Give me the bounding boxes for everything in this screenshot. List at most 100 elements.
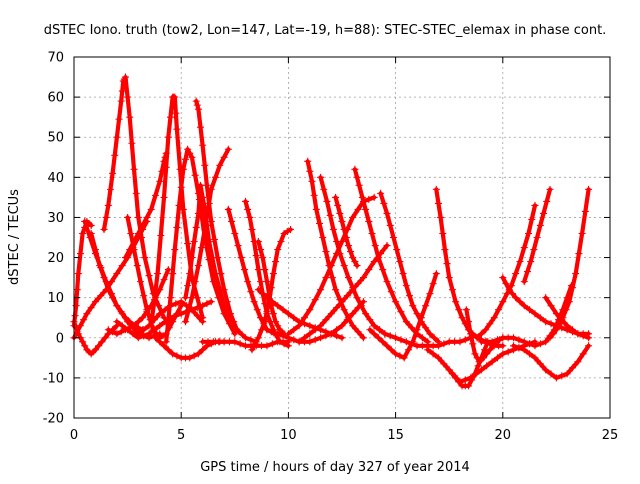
data-point [169,318,177,326]
data-point [355,181,363,189]
data-point [368,229,376,237]
data-point [531,354,539,362]
x-tick-label: 10 [280,428,297,443]
data-point [320,185,328,193]
data-point [322,248,330,256]
data-point [199,346,207,354]
data-point [429,280,437,288]
plot-frame [73,56,611,419]
data-point [272,258,280,266]
data-point [171,93,179,101]
data-point [194,209,202,217]
data-point [469,340,477,348]
data-point [265,290,273,298]
data-point [332,193,340,201]
data-point [387,288,395,296]
data-point [124,93,132,101]
series-sat-38 [473,201,539,342]
data-point [523,268,531,276]
data-point [354,328,362,336]
data-point [147,205,155,213]
data-point [246,213,254,221]
data-point [166,113,174,121]
data-point [343,292,351,300]
data-point [203,181,211,189]
data-point [117,308,125,316]
data-point [508,290,516,298]
data-point [179,205,187,213]
data-point [366,326,374,334]
data-point [540,209,548,217]
data-point [253,306,261,314]
data-point [277,238,285,246]
data-point [263,278,271,286]
data-point [287,225,295,233]
data-point [354,205,362,213]
series-sat-18 [199,338,292,350]
data-point [268,298,276,306]
data-point [290,326,298,334]
data-point [574,330,582,338]
data-point [156,338,164,346]
data-point [542,294,550,302]
y-tick-label: 40 [47,171,64,186]
data-point [169,270,177,278]
series-sat-42 [510,342,593,382]
data-point [268,340,276,348]
data-point [160,276,168,284]
data-point [177,298,185,306]
data-point [224,145,232,153]
y-tick-label: 10 [47,291,64,306]
data-point [468,376,476,384]
data-point [397,308,405,316]
data-point [190,352,198,360]
y-tick-label: 20 [47,251,64,266]
data-point [207,298,215,306]
data-point [133,262,141,270]
data-point [547,320,555,328]
data-point [531,201,539,209]
series-markers [462,306,507,366]
data-point [247,336,255,344]
data-point [247,288,255,296]
data-point [362,205,370,213]
data-point [458,314,466,322]
data-point [351,258,359,266]
data-point [374,254,382,262]
series-sat-36 [445,338,492,390]
data-point [100,225,108,233]
data-point [493,354,501,362]
data-point [79,338,87,346]
data-point [499,342,507,350]
data-point [359,274,367,282]
data-point [109,169,117,177]
data-point [353,173,361,181]
data-point [349,213,357,221]
data-point [134,324,142,332]
data-point [338,298,346,306]
series-markers [87,229,147,334]
data-point [379,266,387,274]
x-tick-label: 15 [387,428,404,443]
data-point [160,342,168,350]
data-point [91,246,99,254]
data-point [402,282,410,290]
data-point [172,300,180,308]
data-point [154,270,162,278]
data-point [140,332,148,340]
data-point [212,270,220,278]
data-point [117,328,125,336]
data-point [322,274,330,282]
data-point [173,125,181,133]
data-point [340,306,348,314]
data-point [272,318,280,326]
data-point [254,286,262,294]
data-point [365,195,373,203]
series-sat-44 [542,294,593,342]
series-layer [70,73,593,390]
data-point [340,225,348,233]
series-markers [370,322,475,350]
data-point [98,338,106,346]
series-sat-32 [366,270,440,362]
data-point [181,294,189,302]
